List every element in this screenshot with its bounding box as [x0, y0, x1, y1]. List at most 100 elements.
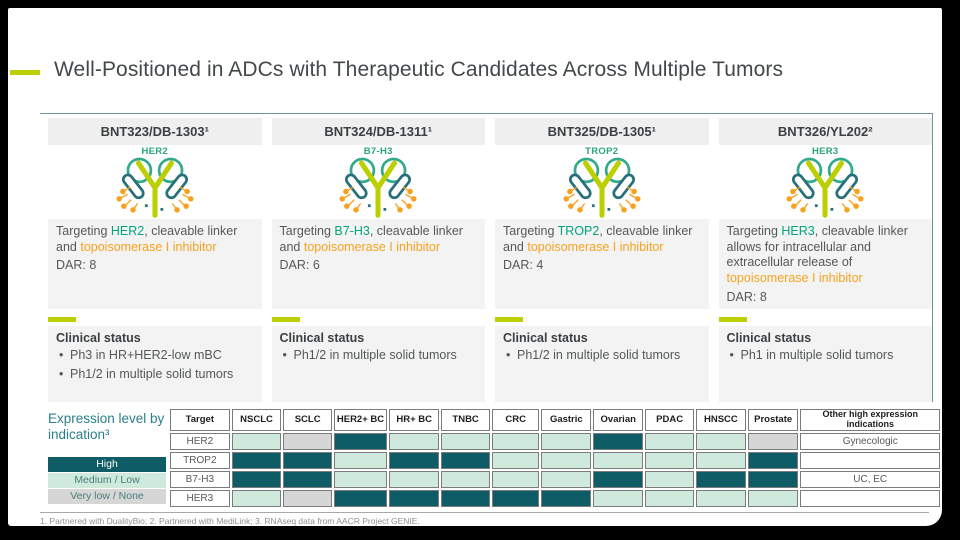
clinical-status-box: Clinical status Ph1/2 in multiple solid …	[495, 326, 709, 402]
expression-level-cell	[747, 470, 799, 488]
candidate-name: BNT323/DB-1303¹	[48, 118, 262, 145]
expression-level-cell	[747, 432, 799, 450]
desc-prefix: Targeting	[726, 224, 782, 238]
candidate-name: BNT326/YL202²	[718, 118, 932, 145]
expression-level-cell	[541, 451, 592, 469]
clinical-bullet: Ph3 in HR+HER2-low mBC	[59, 348, 254, 364]
expression-legend: High Medium / Low Very low / None	[48, 457, 166, 505]
expression-level-cell	[695, 451, 746, 469]
desc-mid: , cleavable linker and	[56, 224, 238, 254]
expression-level-cell	[695, 489, 746, 507]
section-accent-bar	[271, 317, 300, 322]
column-header: HNSCC	[695, 409, 746, 431]
desc-payload: topoisomerase I inhibitor	[726, 270, 863, 285]
expression-level-cell	[283, 432, 332, 450]
column-header: NSCLC	[231, 409, 282, 431]
column-header: PDAC	[645, 409, 694, 431]
desc-target: HER2	[110, 224, 145, 238]
expression-level-cell	[283, 470, 332, 488]
column-header: TNBC	[441, 409, 490, 431]
expression-level-cell	[695, 432, 746, 450]
expression-legend-title: Expression level by indication³	[48, 411, 165, 443]
expression-level-cell	[593, 451, 644, 469]
desc-mid: , cleavable linker allows for intracellu…	[726, 224, 908, 270]
legend-chip-high: High	[48, 457, 166, 472]
clinical-status-heading: Clinical status	[56, 331, 141, 345]
antibody-icon-zone: HER2	[48, 145, 262, 219]
expression-level-cell	[747, 489, 799, 507]
expression-level-cell	[593, 470, 644, 488]
adc-antibody-icon	[116, 157, 194, 218]
clinical-status-box: Clinical status Ph1/2 in multiple solid …	[271, 326, 485, 402]
candidate-column-bnt325: BNT325/DB-1305¹ TROP2	[495, 118, 709, 402]
candidate-columns: BNT323/DB-1303¹ HER2	[40, 113, 933, 402]
mechanism-description: Targeting B7-H3, cleavable linker and to…	[271, 219, 485, 309]
clinical-bullet: Ph1 in multiple solid tumors	[730, 348, 925, 364]
column-header: HER2+ BC	[333, 409, 388, 431]
other-indications-cell: UC, EC	[800, 470, 940, 488]
expression-level-cell	[283, 489, 332, 507]
antibody-icon-zone: HER3	[719, 145, 933, 219]
expression-level-cell	[389, 489, 440, 507]
expression-level-cell	[491, 470, 540, 488]
table-row: B7-H3 UC, EC	[170, 470, 940, 488]
expression-level-cell	[333, 432, 388, 450]
section-accent-bar	[48, 317, 76, 322]
desc-payload: topoisomerase I inhibitor	[527, 239, 664, 254]
clinical-status-heading: Clinical status	[726, 331, 812, 345]
clinical-status-heading: Clinical status	[279, 331, 365, 345]
adc-antibody-icon	[563, 157, 641, 218]
expression-level-cell	[333, 489, 388, 507]
section-accent-bar	[495, 317, 523, 322]
desc-prefix: Targeting	[56, 224, 111, 238]
dar-value: DAR: 8	[56, 258, 97, 273]
desc-prefix: Targeting	[503, 224, 558, 238]
antigen-label: HER3	[811, 146, 839, 157]
column-header: CRC	[491, 409, 540, 431]
adc-antibody-icon	[339, 157, 417, 218]
dar-value: DAR: 8	[726, 289, 767, 304]
other-indications-cell	[800, 489, 940, 507]
expression-level-cell	[645, 489, 694, 507]
column-header: Target	[170, 409, 230, 431]
candidate-column-bnt324: BNT324/DB-1311¹ B7-H3	[271, 118, 485, 402]
antigen-label: TROP2	[585, 146, 619, 157]
other-indications-cell: Gynecologic	[800, 432, 940, 450]
column-header: Ovarian	[593, 409, 644, 431]
clinical-status-box: Clinical status Ph3 in HR+HER2-low mBC P…	[48, 326, 262, 402]
expression-level-cell	[441, 470, 490, 488]
column-header: Prostate	[747, 409, 799, 431]
column-header: HR+ BC	[389, 409, 440, 431]
desc-target: B7-H3	[334, 224, 370, 238]
expression-level-cell	[231, 451, 282, 469]
clinical-bullets: Ph3 in HR+HER2-low mBC Ph1/2 in multiple…	[56, 348, 254, 382]
candidate-name: BNT324/DB-1311¹	[271, 118, 485, 145]
other-indications-cell	[800, 451, 940, 469]
expression-level-cell	[389, 470, 440, 488]
expression-level-cell	[441, 489, 490, 507]
clinical-bullet: Ph1/2 in multiple solid tumors	[59, 367, 254, 383]
target-cell: B7-H3	[170, 470, 230, 488]
expression-level-cell	[333, 470, 388, 488]
expression-level-cell	[747, 451, 799, 469]
expression-level-cell	[231, 432, 282, 450]
table-row: TROP2	[170, 451, 940, 469]
candidate-name: BNT325/DB-1305¹	[495, 118, 709, 145]
expression-level-cell	[389, 432, 440, 450]
expression-level-cell	[491, 451, 540, 469]
antibody-icon-zone: TROP2	[495, 145, 709, 219]
desc-mid: , cleavable linker and	[279, 224, 463, 254]
clinical-bullet: Ph1/2 in multiple solid tumors	[283, 348, 478, 364]
expression-level-cell	[491, 432, 540, 450]
desc-target: HER3	[781, 224, 815, 238]
expression-level-cell	[441, 432, 490, 450]
expression-level-cell	[645, 470, 694, 488]
legend-chip-verylow: Very low / None	[48, 489, 166, 504]
expression-level-table: Target NSCLC SCLC HER2+ BC HR+ BC TNBC CRC Gast…	[168, 407, 942, 509]
antigen-label: HER2	[141, 146, 169, 157]
target-cell: TROP2	[170, 451, 230, 469]
clinical-bullets: Ph1/2 in multiple solid tumors	[503, 348, 701, 364]
footnote: 1. Partnered with DualityBio; 2. Partner…	[40, 512, 929, 526]
clinical-bullets: Ph1/2 in multiple solid tumors	[280, 348, 478, 364]
desc-mid: , cleavable linker and	[503, 224, 693, 254]
